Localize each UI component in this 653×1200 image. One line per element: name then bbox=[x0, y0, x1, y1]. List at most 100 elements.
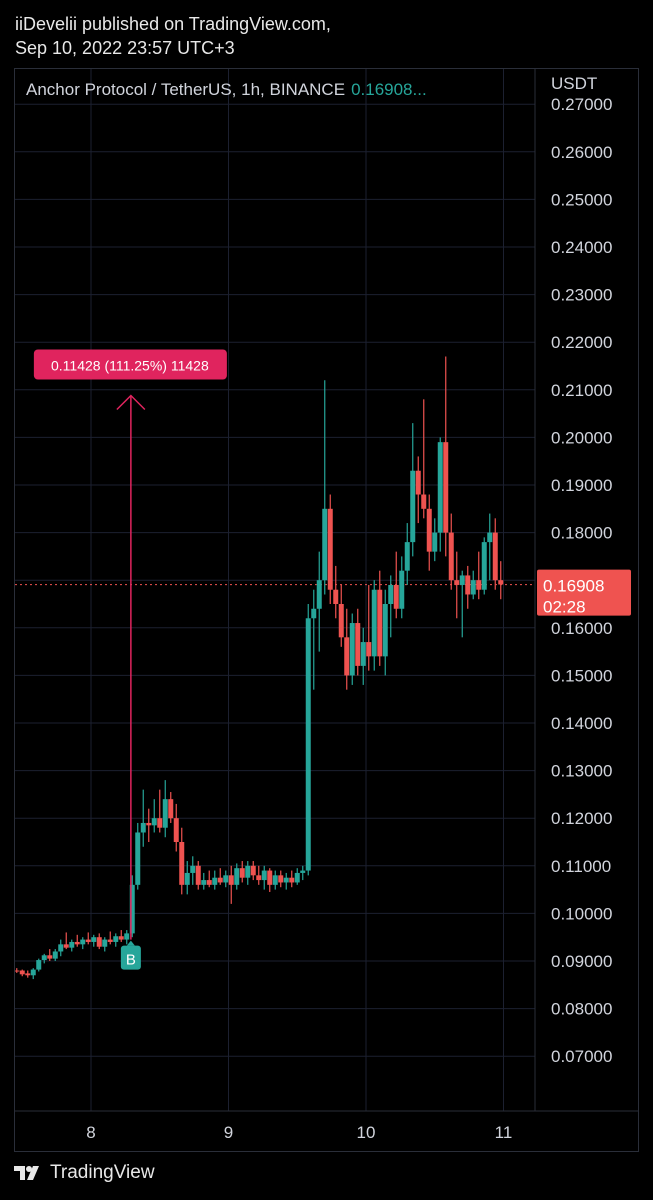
candle-body bbox=[327, 508, 333, 590]
candle-body bbox=[333, 589, 339, 604]
symbol-legend: Anchor Protocol / TetherUS, 1h, BINANCE 0… bbox=[26, 80, 427, 100]
candle-body bbox=[118, 936, 124, 940]
candle-body bbox=[102, 939, 108, 947]
candle-body bbox=[349, 623, 355, 676]
candle-body bbox=[146, 822, 152, 826]
candle-body bbox=[234, 868, 240, 885]
candle-body bbox=[272, 875, 278, 885]
candle-body bbox=[344, 637, 350, 676]
candle-body bbox=[157, 818, 163, 828]
candle-body bbox=[107, 939, 113, 942]
y-tick-label: 0.15000 bbox=[551, 666, 612, 685]
candle-body bbox=[168, 799, 174, 819]
candle-body bbox=[80, 939, 86, 945]
y-tick-label: 0.16000 bbox=[551, 619, 612, 638]
candle-body bbox=[283, 877, 289, 883]
candle-body bbox=[184, 872, 190, 885]
candle-body bbox=[267, 870, 273, 885]
candle-body bbox=[129, 884, 135, 934]
candle-body bbox=[58, 944, 64, 952]
candle-body bbox=[476, 580, 482, 590]
candle-body bbox=[300, 870, 306, 873]
candle-body bbox=[124, 933, 130, 940]
candle-body bbox=[492, 532, 498, 581]
candle-body bbox=[377, 589, 383, 657]
y-tick-label: 0.23000 bbox=[551, 286, 612, 305]
y-tick-label: 0.26000 bbox=[551, 143, 612, 162]
last-price-value: 0.16908 bbox=[543, 577, 604, 596]
candle-body bbox=[481, 542, 487, 590]
y-tick-label: 0.13000 bbox=[551, 762, 612, 781]
candle-body bbox=[355, 623, 361, 666]
x-tick-label: 10 bbox=[357, 1123, 376, 1142]
candle-body bbox=[85, 939, 91, 942]
candle-body bbox=[382, 604, 388, 657]
buy-marker-box bbox=[120, 945, 141, 970]
publish-info: iiDevelii published on TradingView.com, … bbox=[15, 12, 331, 60]
symbol-title: Anchor Protocol / TetherUS, 1h, BINANCE bbox=[26, 80, 346, 99]
candle-body bbox=[151, 818, 157, 826]
candle-body bbox=[426, 508, 432, 552]
y-tick-label: 0.27000 bbox=[551, 95, 612, 114]
candle-body bbox=[289, 877, 295, 883]
candle-body bbox=[360, 642, 366, 666]
candle-body bbox=[311, 608, 317, 619]
candle-body bbox=[74, 941, 80, 945]
candlestick-chart[interactable]: 0.27000 0.26000 0.25000 0.24000 0.23000 0.220… bbox=[15, 69, 638, 1151]
candle-body bbox=[421, 494, 427, 509]
candle-body bbox=[140, 822, 146, 833]
candle-body bbox=[448, 532, 454, 581]
candle-body bbox=[487, 532, 493, 543]
candle-body bbox=[404, 542, 410, 571]
buy-marker-pointer bbox=[126, 940, 135, 946]
y-tick-label: 0.22000 bbox=[551, 333, 612, 352]
candle-body bbox=[201, 880, 207, 885]
candle-body bbox=[206, 880, 212, 885]
last-price-tag bbox=[537, 569, 631, 616]
candle-body bbox=[371, 589, 377, 657]
candle-body bbox=[36, 960, 42, 970]
candle-body bbox=[91, 937, 97, 942]
candle-body bbox=[212, 877, 218, 885]
candle-body bbox=[459, 575, 465, 585]
publisher-line: iiDevelii published on TradingView.com, bbox=[15, 14, 331, 34]
candle-body bbox=[316, 580, 322, 609]
last-price-countdown: 02:28 bbox=[543, 598, 586, 617]
measure-arrow-head bbox=[116, 394, 146, 411]
y-tick-label: 0.20000 bbox=[551, 428, 612, 447]
candle-body bbox=[393, 584, 399, 609]
candle-body bbox=[432, 532, 438, 552]
candle-body bbox=[179, 842, 185, 885]
measure-label-box bbox=[33, 349, 227, 380]
candle-body bbox=[190, 865, 196, 873]
candle-body bbox=[113, 936, 119, 942]
candle-body bbox=[388, 584, 394, 604]
candle-body bbox=[399, 570, 405, 609]
y-tick-label: 0.25000 bbox=[551, 190, 612, 209]
y-tick-label: 0.12000 bbox=[551, 809, 612, 828]
candle-body bbox=[245, 865, 251, 878]
candle-body bbox=[173, 818, 179, 842]
y-tick-label: 0.08000 bbox=[551, 1000, 612, 1019]
candle-body bbox=[498, 580, 504, 585]
tradingview-logo-icon bbox=[14, 1166, 39, 1180]
y-tick-label: 0.07000 bbox=[551, 1047, 612, 1066]
y-tick-label: 0.24000 bbox=[551, 238, 612, 257]
chart-panel[interactable]: 0.27000 0.26000 0.25000 0.24000 0.23000 0.220… bbox=[14, 68, 639, 1152]
candle-body bbox=[217, 877, 223, 883]
candle-body bbox=[410, 470, 416, 543]
candle-body bbox=[278, 875, 284, 883]
y-tick-label: 0.10000 bbox=[551, 904, 612, 923]
candle-body bbox=[19, 970, 25, 975]
currency-label: USDT bbox=[551, 74, 597, 93]
candle-body bbox=[96, 937, 102, 947]
candle-body bbox=[25, 973, 31, 976]
candle-body bbox=[47, 955, 53, 959]
brand-name: TradingView bbox=[50, 1162, 155, 1183]
candle-body bbox=[41, 955, 47, 961]
candle-body bbox=[261, 870, 267, 881]
candle-body bbox=[437, 442, 443, 533]
candle-body bbox=[69, 941, 75, 948]
y-tick-label: 0.21000 bbox=[551, 381, 612, 400]
candle-body bbox=[135, 832, 141, 885]
